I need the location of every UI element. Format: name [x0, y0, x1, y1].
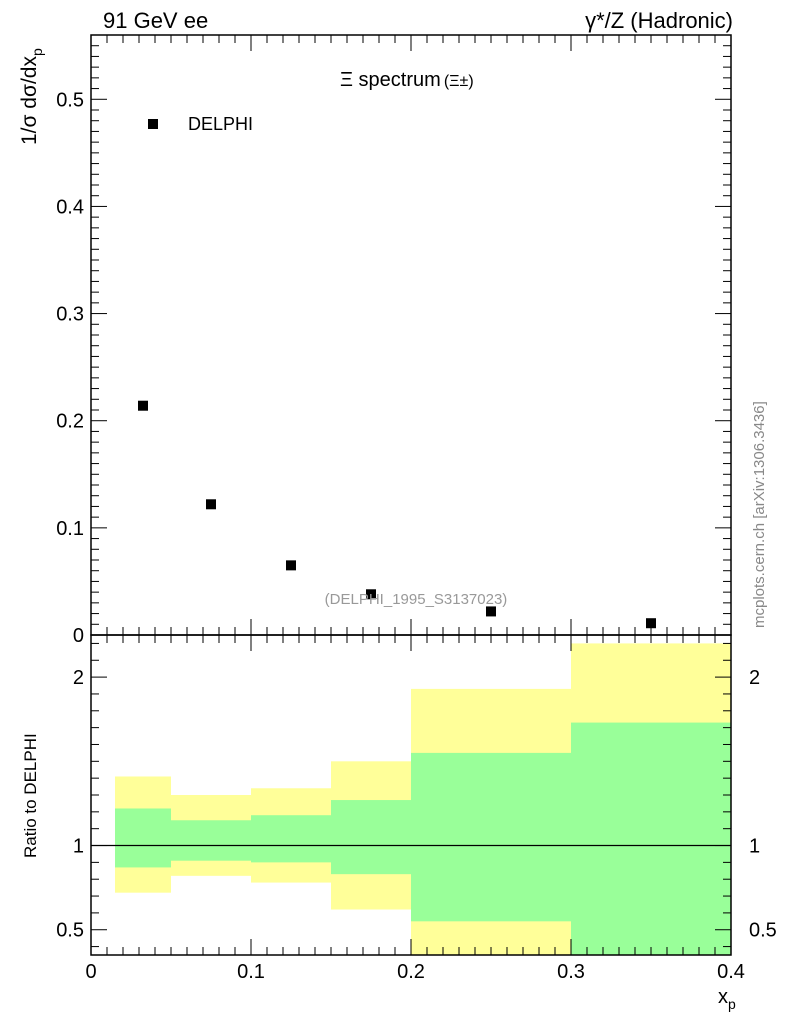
delphi-data-point — [366, 589, 376, 600]
main-y-tick-label: 0.4 — [56, 196, 84, 218]
ratio-band-inner — [171, 820, 251, 861]
plot-title-suffix: (Ξ±) — [444, 73, 474, 90]
legend-label-delphi: DELPHI — [188, 114, 253, 134]
main-y-axis-label: 1/σ dσ/dxp — [18, 48, 45, 145]
main-frame — [90, 34, 732, 636]
header-left: 91 GeV ee — [103, 8, 208, 33]
delphi-data-point — [138, 400, 148, 411]
ratio-tick-labels: 0.5 1 2 0.5 1 2 0 0.1 0.2 0.3 0.4 — [56, 667, 777, 983]
main-y-tick-label: 0 — [73, 625, 84, 647]
ratio-y-axis-label: Ratio to DELPHI — [21, 733, 40, 858]
delphi-data-point — [646, 618, 656, 629]
source-side-label: mcplots.cern.ch [arXiv:1306.3436] — [751, 401, 768, 628]
main-y-axis-label-sub: p — [29, 48, 45, 56]
main-y-axis-label-main: 1/σ dσ/dx — [18, 56, 41, 145]
ratio-y-tick-label-right: 0.5 — [749, 920, 777, 942]
analysis-annotation: (DELPHI_1995_S3137023) — [325, 591, 508, 608]
x-axis-label-sub: p — [728, 996, 736, 1012]
ratio-y-tick-label-right: 2 — [749, 667, 760, 689]
ratio-band-inner — [571, 722, 731, 955]
ratio-band-inner — [331, 800, 411, 875]
delphi-data-point — [286, 560, 296, 571]
ratio-ticks — [90, 635, 732, 955]
ratio-y-tick-label-left: 0.5 — [56, 920, 84, 942]
ratio-band-inner — [251, 815, 331, 863]
main-marks — [138, 400, 656, 629]
main-panel: 0 0.1 0.2 0.3 0.4 0.5 Ξ spectrum (Ξ±) DELPHI (… — [18, 34, 732, 647]
main-y-tick-label: 0.5 — [56, 89, 84, 111]
main-y-tick-label: 0.1 — [56, 518, 84, 540]
ratio-y-tick-label-right: 1 — [749, 836, 760, 858]
ratio-band-inner — [411, 752, 571, 922]
ratio-band-inner — [115, 808, 171, 868]
x-tick-label: 0.2 — [397, 961, 425, 983]
plot-title: Ξ spectrum (Ξ±) — [340, 69, 474, 91]
main-y-tick-label: 0.2 — [56, 411, 84, 433]
ratio-bands — [115, 643, 731, 955]
main-y-tick-labels: 0 0.1 0.2 0.3 0.4 0.5 — [56, 89, 84, 647]
x-tick-label: 0.1 — [237, 961, 265, 983]
delphi-data-point — [206, 499, 216, 510]
legend-marker-delphi — [148, 119, 158, 129]
ratio-y-tick-label-left: 1 — [73, 836, 84, 858]
ratio-y-tick-label-left: 2 — [73, 667, 84, 689]
main-ticks — [90, 35, 732, 636]
plot-title-main: Ξ spectrum — [340, 69, 441, 91]
delphi-data-point — [486, 606, 496, 617]
x-axis-label-main: x — [718, 986, 728, 1008]
x-tick-label: 0 — [85, 961, 96, 983]
x-tick-label: 0.3 — [557, 961, 585, 983]
x-tick-label: 0.4 — [717, 961, 745, 983]
x-axis-label: xp — [718, 986, 736, 1012]
main-y-tick-label: 0.3 — [56, 304, 84, 326]
header-right: γ*/Z (Hadronic) — [585, 8, 733, 33]
